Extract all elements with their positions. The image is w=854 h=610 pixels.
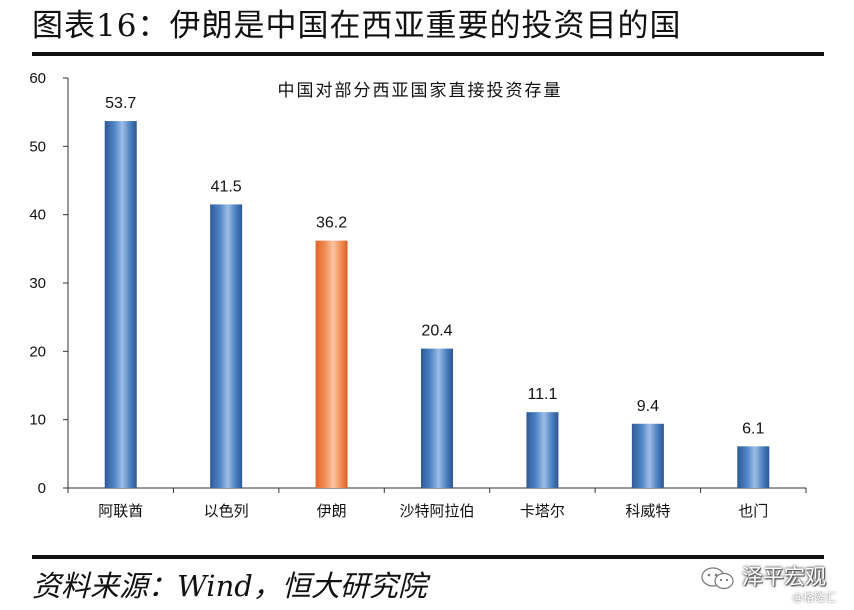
data-labels: 53.7 41.5 36.2 20.4 11.1 9.4 6.1 [105, 95, 764, 437]
x-category-label: 也门 [738, 502, 768, 520]
x-axis: 阿联酋 以色列 伊朗 沙特阿拉伯 卡塔尔 科威特 也门 [67, 487, 807, 520]
bar-value-label: 9.4 [637, 398, 659, 415]
bar [104, 121, 137, 489]
bar-value-label: 11.1 [527, 386, 557, 403]
x-category-label: 伊朗 [317, 502, 347, 520]
watermark: 泽平宏观 @格隆汇 [700, 562, 850, 608]
bar-value-label: 20.4 [421, 323, 452, 340]
y-tick-label: 40 [29, 207, 46, 224]
bar [631, 423, 664, 488]
y-tick-label: 0 [38, 480, 46, 497]
watermark-sub: @格隆汇 [792, 591, 836, 604]
x-category-label: 卡塔尔 [520, 502, 565, 520]
x-category-label: 阿联酋 [98, 502, 143, 520]
bar [526, 412, 559, 488]
chart-title: 中国对部分西亚国家直接投资存量 [278, 81, 563, 101]
y-tick-label: 60 [29, 70, 46, 87]
bar-value-label: 36.2 [316, 215, 347, 232]
wechat-icon [701, 567, 734, 590]
top-rule [32, 52, 824, 56]
y-tick-label: 50 [29, 138, 46, 155]
bar [421, 348, 453, 488]
y-tick-label: 20 [29, 343, 46, 360]
bar-series [104, 121, 770, 489]
bar-value-label: 6.1 [742, 420, 764, 437]
bar [315, 240, 348, 488]
bar-chart: 中国对部分西亚国家直接投资存量 0 10 20 30 40 50 60 阿联酋 以色列 伊朗 沙特… [29, 70, 807, 520]
x-category-label: 科威特 [625, 502, 670, 520]
bar-value-label: 53.7 [105, 95, 136, 112]
bar [737, 446, 770, 488]
y-tick-label: 30 [29, 275, 46, 292]
bar-value-label: 41.5 [211, 178, 242, 195]
y-tick-label: 10 [29, 412, 46, 429]
y-axis: 0 10 20 30 40 50 60 [29, 70, 69, 497]
figure-title: 图表16：伊朗是中国在西亚重要的投资目的国 [32, 8, 682, 44]
bottom-rule [32, 555, 824, 559]
watermark-name: 泽平宏观 [742, 565, 826, 589]
x-category-label: 以色列 [204, 502, 249, 520]
source-note: 资料来源：Wind，恒大研究院 [32, 569, 427, 603]
x-category-label: 沙特阿拉伯 [399, 502, 474, 520]
bar [210, 204, 243, 488]
